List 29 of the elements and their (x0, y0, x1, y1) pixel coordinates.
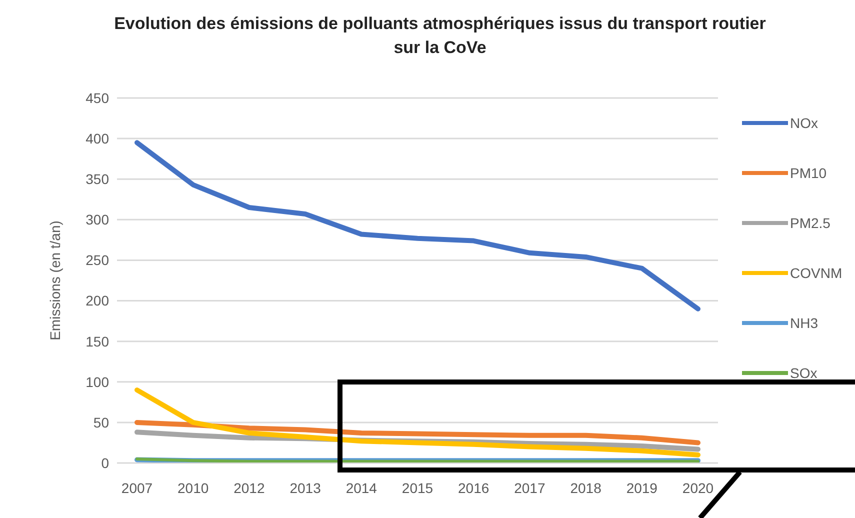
x-tick-label: 2013 (290, 480, 322, 496)
x-tick-label: 2019 (626, 480, 658, 496)
y-tick-label: 50 (93, 414, 110, 430)
x-tick-label: 2014 (346, 480, 378, 496)
x-tick-label: 2012 (234, 480, 265, 496)
chart-title: Evolution des émissions de polluants atmosphériques issus du transport routier sur la CoVe (113, 13, 767, 59)
y-tick-label: 400 (86, 130, 110, 147)
x-tick-label: 2018 (570, 480, 602, 496)
legend-label: PM10 (790, 165, 827, 181)
x-tick-label: 2017 (514, 480, 546, 496)
legend-label: SOx (790, 365, 818, 381)
legend-label: COVNM (790, 265, 842, 281)
y-tick-label: 200 (86, 292, 110, 309)
legend-label: NH3 (790, 315, 818, 331)
y-tick-label: 100 (86, 374, 110, 390)
y-axis-title: Emissions (en t/an) (46, 220, 63, 340)
x-tick-label: 2016 (458, 480, 490, 496)
x-tick-label: 2010 (178, 480, 209, 496)
y-tick-label: 300 (86, 212, 110, 228)
y-tick-label: 350 (86, 171, 110, 188)
legend-label: PM2.5 (790, 215, 830, 231)
legend-label: NOx (790, 115, 818, 131)
x-tick-label: 2007 (121, 480, 153, 496)
x-tick-label: 2020 (682, 480, 714, 496)
x-tick-label: 2015 (402, 480, 434, 496)
y-tick-label: 250 (86, 252, 110, 268)
y-tick-label: 150 (86, 333, 110, 350)
y-tick-label: 0 (101, 454, 110, 471)
y-tick-label: 450 (86, 90, 110, 106)
